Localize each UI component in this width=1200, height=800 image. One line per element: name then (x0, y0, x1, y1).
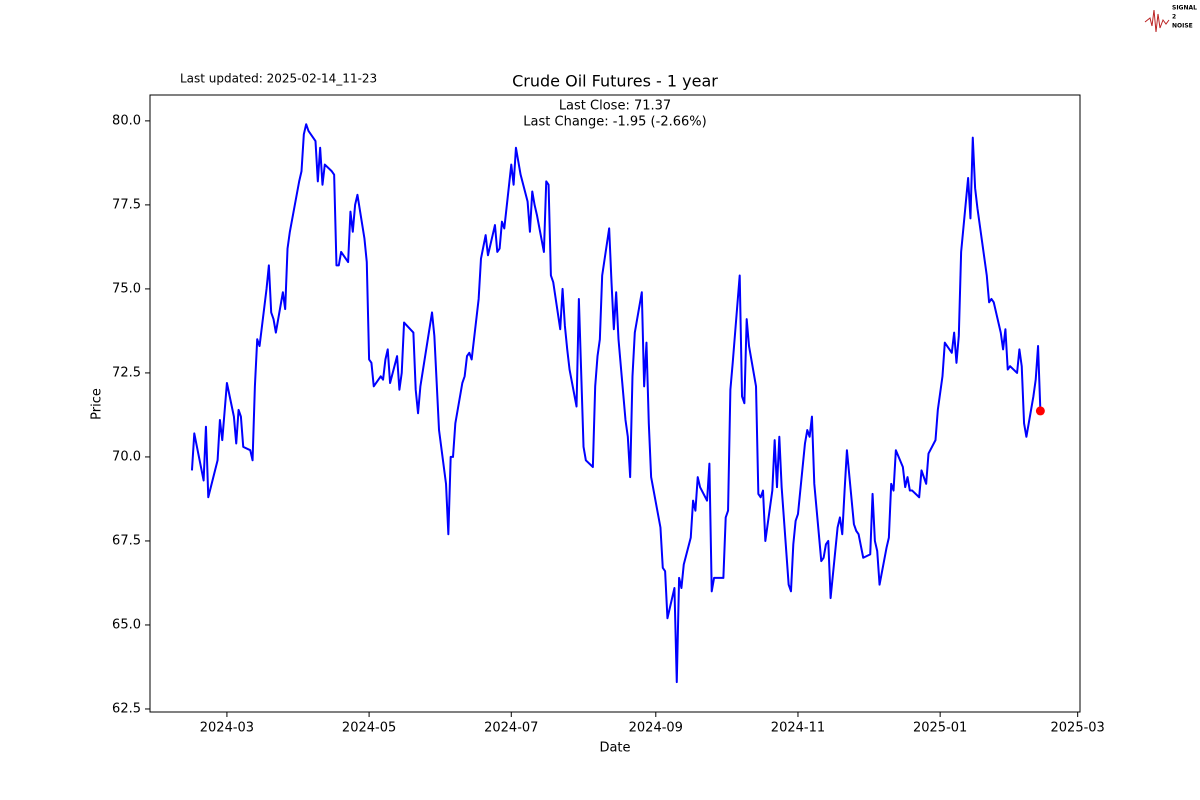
x-tick-label: 2024-05 (342, 721, 396, 736)
logo-wave (1144, 9, 1170, 33)
annotation: Last Close: 71.37 (559, 99, 671, 114)
y-tick-label: 70.0 (112, 449, 141, 464)
x-tick-label: 2025-01 (913, 721, 967, 736)
x-axis-label: Date (599, 741, 630, 756)
x-tick-label: 2024-09 (629, 721, 683, 736)
y-tick-label: 72.5 (112, 365, 141, 380)
logo-text: 2 (1172, 14, 1176, 21)
chart-title: Crude Oil Futures - 1 year (512, 72, 718, 91)
x-tick-label: 2025-03 (1051, 721, 1105, 736)
last-point (1035, 406, 1045, 416)
logo-text: NOISE (1172, 23, 1193, 30)
y-axis-label: Price (90, 388, 105, 420)
y-tick-label: 65.0 (112, 617, 141, 632)
y-tick-label: 62.5 (112, 701, 141, 716)
y-tick-label: 80.0 (112, 113, 141, 128)
logo-text: SIGNAL (1172, 5, 1197, 12)
plot-frame (149, 94, 1081, 713)
y-tick-label: 77.5 (112, 197, 141, 212)
y-tick-label: 75.0 (112, 281, 141, 296)
last-updated: Last updated: 2025-02-14_11-23 (180, 72, 377, 86)
logo: SIGNAL 2 NOISE (1144, 5, 1197, 33)
annotation: Last Change: -1.95 (-2.66%) (523, 115, 706, 130)
x-tick-label: 2024-07 (484, 721, 538, 736)
x-tick-label: 2024-03 (200, 721, 254, 736)
x-tick-label: 2024-11 (771, 721, 825, 736)
price-line (190, 123, 1042, 684)
y-tick-label: 67.5 (112, 533, 141, 548)
